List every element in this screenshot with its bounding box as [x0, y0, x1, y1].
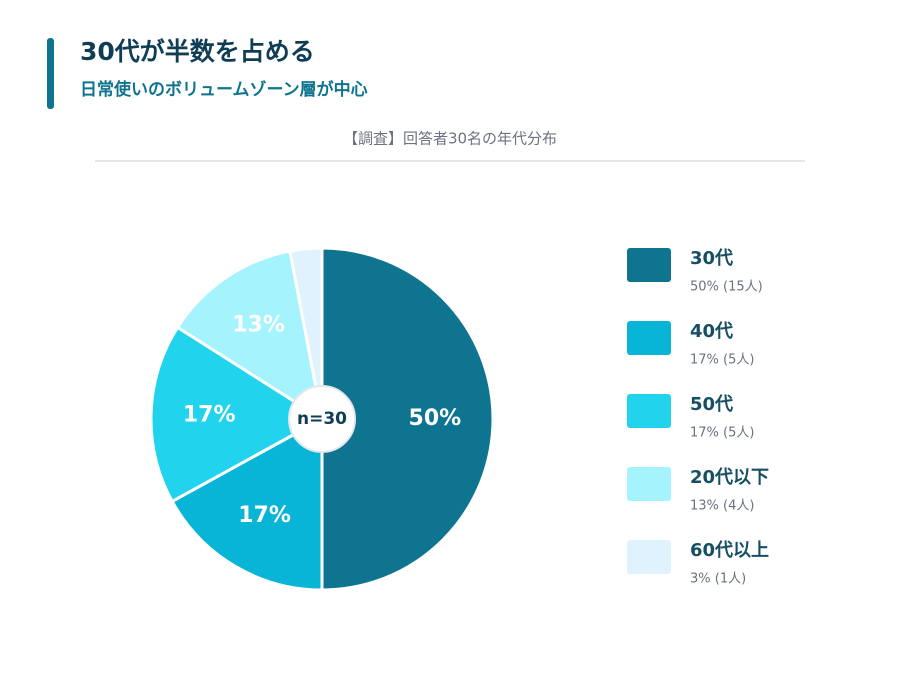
center-label: n=30	[297, 409, 347, 429]
pie-slice	[149, 325, 325, 504]
legend-detail: 13% (4人)	[690, 499, 754, 514]
slice-label: 17%	[238, 503, 291, 528]
legend-label: 50代	[690, 394, 733, 415]
pie-slice	[170, 416, 324, 592]
legend-swatch	[627, 467, 671, 501]
pie-slice	[320, 246, 495, 592]
legend-detail: 17% (5人)	[690, 353, 754, 368]
legend-label: 40代	[690, 321, 733, 342]
center-circle	[288, 385, 356, 453]
legend-swatch	[627, 394, 671, 428]
legend-detail: 17% (5人)	[690, 426, 754, 441]
legend-detail: 50% (15人)	[690, 280, 763, 295]
legend-label: 60代以上	[690, 540, 769, 561]
legend-swatch	[627, 248, 671, 282]
legend-label: 20代以下	[690, 467, 769, 488]
legend-swatch	[627, 321, 671, 355]
chart-title: 【調査】回答者30名の年代分布	[343, 130, 557, 148]
slice-label: 13%	[232, 313, 285, 338]
legend-swatch	[627, 540, 671, 574]
slice-label: 50%	[409, 406, 462, 431]
slice-label: 17%	[183, 402, 236, 427]
pie: 50% 17% 17% 13% n=30	[149, 246, 495, 592]
pie-slice	[175, 249, 325, 423]
subtitle: 日常使いのボリュームゾーン層が中心	[80, 79, 368, 100]
legend-detail: 3% (1人)	[690, 572, 746, 587]
legend: 30代 50% (15人) 40代 17% (5人) 50代 17% (5人) 20代以下 1…	[627, 248, 769, 587]
legend-label: 30代	[690, 248, 733, 269]
pie-slice	[288, 246, 324, 420]
title: 30代が半数を占める	[80, 37, 315, 66]
accent-bar	[47, 38, 54, 109]
